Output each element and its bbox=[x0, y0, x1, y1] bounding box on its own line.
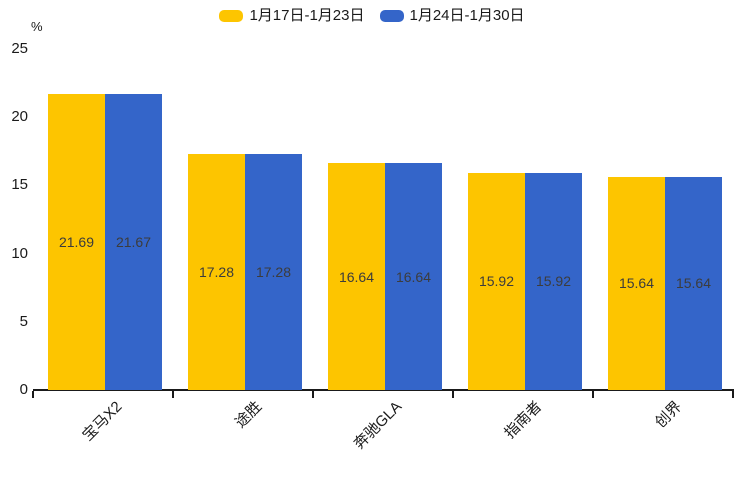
y-axis-unit-label: % bbox=[31, 19, 43, 34]
legend-item[interactable]: 1月17日-1月23日 bbox=[219, 7, 365, 24]
bar: 16.64 bbox=[385, 163, 442, 390]
bar: 17.28 bbox=[245, 154, 302, 390]
x-category-label-text: 途胜 bbox=[231, 398, 266, 432]
bar-value-label: 21.67 bbox=[115, 234, 152, 251]
bar-value-label: 15.92 bbox=[478, 273, 515, 290]
bar-value-label: 16.64 bbox=[338, 268, 375, 285]
bar: 21.69 bbox=[48, 94, 105, 390]
x-axis-tick bbox=[732, 391, 734, 398]
legend-swatch-icon bbox=[219, 9, 244, 22]
bar: 17.28 bbox=[188, 154, 245, 390]
bar: 15.64 bbox=[608, 176, 665, 390]
y-tick-label: 0 bbox=[19, 381, 28, 398]
x-category-label-text: 奔驰GLA bbox=[350, 398, 406, 453]
bar: 15.92 bbox=[525, 172, 582, 390]
y-tick-label: 10 bbox=[11, 244, 28, 262]
y-tick-label: 15 bbox=[11, 176, 28, 194]
bar-value-label: 17.28 bbox=[255, 264, 292, 281]
x-axis-line bbox=[33, 389, 734, 391]
x-axis-tick bbox=[312, 391, 314, 398]
legend-swatch-icon bbox=[379, 9, 404, 22]
y-tick-label: 20 bbox=[11, 108, 28, 126]
bar: 16.64 bbox=[328, 163, 385, 390]
x-category-label-text: 宝马X2 bbox=[78, 398, 126, 445]
chart-legend: 1月17日-1月23日 1月24日-1月30日 bbox=[0, 7, 744, 24]
x-axis-tick bbox=[172, 391, 174, 398]
x-category-label-text: 创界 bbox=[651, 398, 686, 432]
legend-item-label: 1月17日-1月23日 bbox=[249, 7, 365, 24]
bar-value-label: 17.28 bbox=[198, 264, 235, 281]
bar: 15.64 bbox=[665, 176, 722, 390]
legend-item[interactable]: 1月24日-1月30日 bbox=[379, 7, 525, 24]
x-axis-tick bbox=[452, 391, 454, 398]
bar-value-label: 15.92 bbox=[535, 273, 572, 290]
bar-value-label: 16.64 bbox=[395, 268, 432, 285]
legend-item-label: 1月24日-1月30日 bbox=[409, 7, 525, 24]
bar: 21.67 bbox=[105, 94, 162, 390]
bar-value-label: 21.69 bbox=[58, 234, 95, 251]
y-tick-label: 5 bbox=[19, 312, 28, 330]
bar-value-label: 15.64 bbox=[618, 275, 655, 292]
y-tick-label: 25 bbox=[11, 40, 28, 57]
x-axis-tick bbox=[592, 391, 594, 398]
x-axis-tick bbox=[32, 391, 34, 398]
x-category-label-text: 指南者 bbox=[501, 398, 546, 442]
bar-value-label: 15.64 bbox=[675, 275, 712, 292]
bar: 15.92 bbox=[468, 172, 525, 390]
